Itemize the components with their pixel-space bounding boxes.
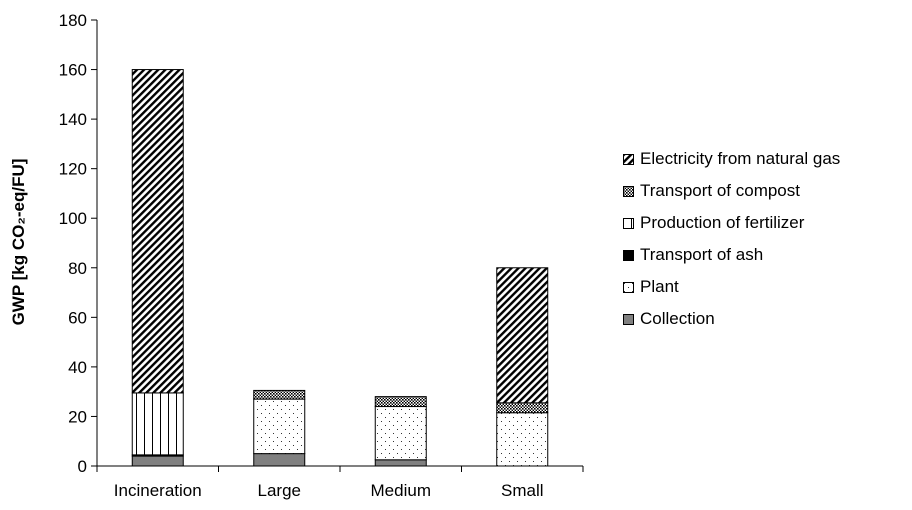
bar-segment-electricity-from-natural-gas <box>496 267 549 404</box>
bar-segment-production-of-fertilizer <box>131 392 184 456</box>
legend-swatch <box>623 217 634 229</box>
legend-swatch <box>623 281 634 293</box>
x-tick-label: Large <box>258 481 301 500</box>
legend-label: Transport of compost <box>640 181 800 200</box>
y-tick-label: 180 <box>59 11 87 30</box>
legend-label: Plant <box>640 277 679 296</box>
legend-label: Collection <box>640 309 715 328</box>
bar-segment-collection <box>374 459 427 467</box>
legend-swatch <box>623 185 634 197</box>
legend-label: Transport of ash <box>640 245 764 264</box>
legend-label: Electricity from natural gas <box>640 149 841 168</box>
legend-label: Production of fertilizer <box>640 213 805 232</box>
bar-segment-collection <box>131 455 184 467</box>
y-tick-label: 60 <box>68 308 87 327</box>
bar-segment-transport-of-compost <box>253 389 306 400</box>
legend-swatch <box>623 249 634 261</box>
legend-item-transport-of-ash: Transport of ash <box>623 239 912 271</box>
y-tick-label: 120 <box>59 160 87 179</box>
bar-segment-transport-of-compost <box>496 402 549 414</box>
legend-item-production-of-fertilizer: Production of fertilizer <box>623 207 912 239</box>
y-tick-label: 40 <box>68 358 87 377</box>
y-tick-label: 80 <box>68 259 87 278</box>
legend-item-collection: Collection <box>623 303 912 335</box>
bar-segment-transport-of-compost <box>374 396 427 408</box>
y-axis-label: GWP [kg CO₂-eq/FU] <box>9 159 28 326</box>
x-tick-label: Medium <box>371 481 431 500</box>
y-tick-label: 140 <box>59 110 87 129</box>
legend-swatch <box>623 153 634 165</box>
y-tick-label: 20 <box>68 407 87 426</box>
plot-area: 0 20 40 60 80 100 120 140 160 180 Incineration Larg… <box>59 11 584 500</box>
legend-item-plant: Plant <box>623 271 912 303</box>
y-tick-label: 0 <box>78 457 87 476</box>
legend: Electricity from natural gas Transport of… <box>623 143 912 335</box>
bar-segment-plant <box>374 406 427 461</box>
y-tick-label: 100 <box>59 209 87 228</box>
bar-segment-plant <box>253 398 306 455</box>
legend-item-transport-of-compost: Transport of compost <box>623 175 912 207</box>
bar-segment-collection <box>253 453 306 467</box>
x-tick-label: Small <box>501 481 544 500</box>
x-tick-label: Incineration <box>114 481 202 500</box>
legend-item-electricity-from-natural-gas: Electricity from natural gas <box>623 143 912 175</box>
bar-segment-electricity-from-natural-gas <box>131 69 184 394</box>
legend-swatch <box>623 313 634 325</box>
bar-segment-plant <box>496 412 549 467</box>
y-tick-label: 160 <box>59 61 87 80</box>
